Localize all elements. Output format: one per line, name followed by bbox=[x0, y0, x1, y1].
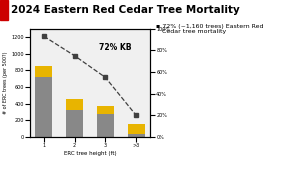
Bar bbox=[35, 66, 52, 77]
X-axis label: ERC tree height (ft): ERC tree height (ft) bbox=[64, 151, 116, 156]
Bar bbox=[128, 134, 145, 137]
Bar bbox=[66, 99, 83, 110]
Text: ▪ 72% (~1,160 trees) Eastern Red
   Cedar tree mortality: ▪ 72% (~1,160 trees) Eastern Red Cedar t… bbox=[156, 24, 263, 34]
Bar bbox=[66, 110, 83, 137]
Bar bbox=[97, 106, 114, 114]
Y-axis label: # of ERC trees (per 500?): # of ERC trees (per 500?) bbox=[4, 52, 8, 114]
Bar bbox=[97, 114, 114, 137]
Text: 72% KB: 72% KB bbox=[99, 43, 132, 52]
Text: 2024 Eastern Red Cedar Tree Mortality: 2024 Eastern Red Cedar Tree Mortality bbox=[11, 5, 239, 15]
Bar bbox=[35, 77, 52, 137]
Bar bbox=[128, 124, 145, 134]
